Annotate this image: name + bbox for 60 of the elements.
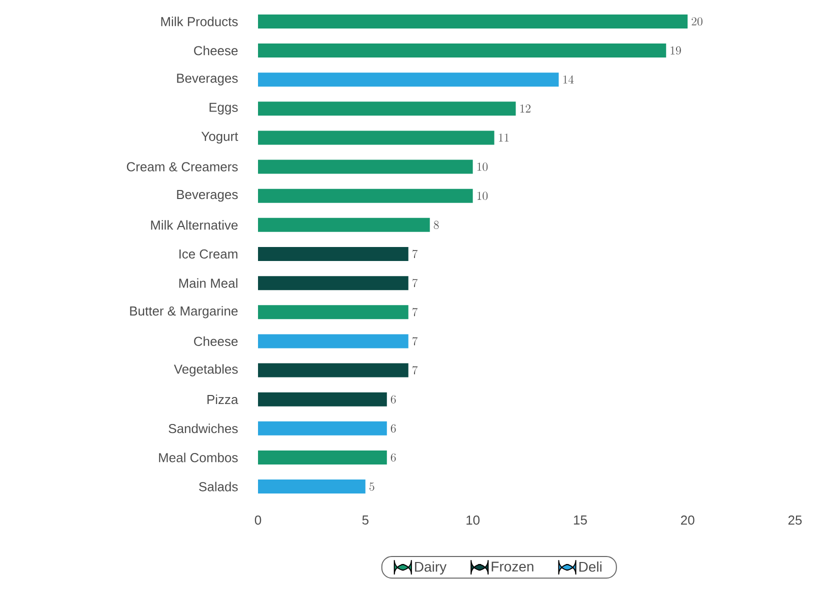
y-tick-label: Pizza	[207, 394, 238, 404]
y-tick-label: Milk Alternative	[151, 220, 238, 230]
y-tick-label: Eggs	[210, 102, 238, 114]
x-tick-label: 5	[362, 516, 368, 525]
data-label: 6	[390, 395, 396, 404]
x-tick-label: 25	[788, 516, 802, 525]
x-tick-label: 0	[254, 516, 262, 525]
data-label: 6	[390, 424, 396, 433]
data-label: 5	[370, 482, 374, 491]
bar	[258, 102, 516, 116]
data-label: 7	[412, 336, 418, 346]
bar	[258, 188, 473, 203]
y-tick-label: Beverages	[177, 74, 238, 86]
legend-label: Dairy	[415, 561, 447, 575]
legend-label: Frozen	[492, 562, 534, 572]
data-label: 10	[477, 162, 488, 171]
y-tick-label: Salads	[199, 482, 238, 492]
bar	[258, 130, 494, 145]
bar	[258, 44, 666, 58]
y-tick-label: Milk Products	[161, 16, 238, 26]
bar	[258, 160, 473, 174]
bar	[258, 334, 408, 348]
y-tick-label: Main Meal	[179, 278, 238, 288]
y-tick-label: Sandwiches	[168, 424, 238, 434]
bar	[258, 421, 387, 436]
bar	[258, 246, 408, 261]
data-label: 11	[498, 134, 509, 142]
bar	[258, 392, 387, 406]
y-tick-label: Vegetables	[174, 364, 238, 376]
y-tick-label: Ice Cream	[179, 249, 238, 259]
y-tick-label: Yogurt	[201, 132, 238, 144]
bar	[258, 72, 559, 87]
y-tick-label: Cheese	[194, 336, 238, 346]
legend-label: Deli	[579, 561, 602, 572]
y-tick-label: Cream & Creamers	[126, 162, 238, 172]
data-label: 10	[477, 192, 488, 200]
x-tick-label: 10	[466, 516, 480, 525]
bar	[258, 218, 430, 232]
data-label: 8	[434, 220, 439, 230]
bar	[258, 450, 387, 464]
y-tick-label: Meal Combos	[159, 452, 238, 462]
y-tick-label: Butter & Margarine	[130, 306, 238, 318]
y-tick-label: Beverages	[177, 190, 238, 202]
bar	[258, 276, 408, 290]
x-tick-label: 20	[681, 516, 694, 525]
data-label: 14	[563, 75, 574, 84]
data-label: 7	[412, 278, 418, 288]
data-label: 20	[692, 17, 702, 26]
data-label: 7	[412, 366, 418, 374]
bar	[258, 14, 688, 28]
bar	[258, 363, 408, 378]
data-label: 6	[390, 453, 396, 462]
data-label: 7	[412, 250, 418, 258]
data-label: 19	[670, 46, 681, 55]
y-tick-label: Cheese	[194, 46, 238, 56]
bar	[258, 305, 408, 320]
bar	[258, 480, 366, 494]
x-tick-label: 15	[574, 516, 587, 525]
data-label: 7	[412, 308, 418, 316]
data-label: 12	[520, 104, 530, 113]
